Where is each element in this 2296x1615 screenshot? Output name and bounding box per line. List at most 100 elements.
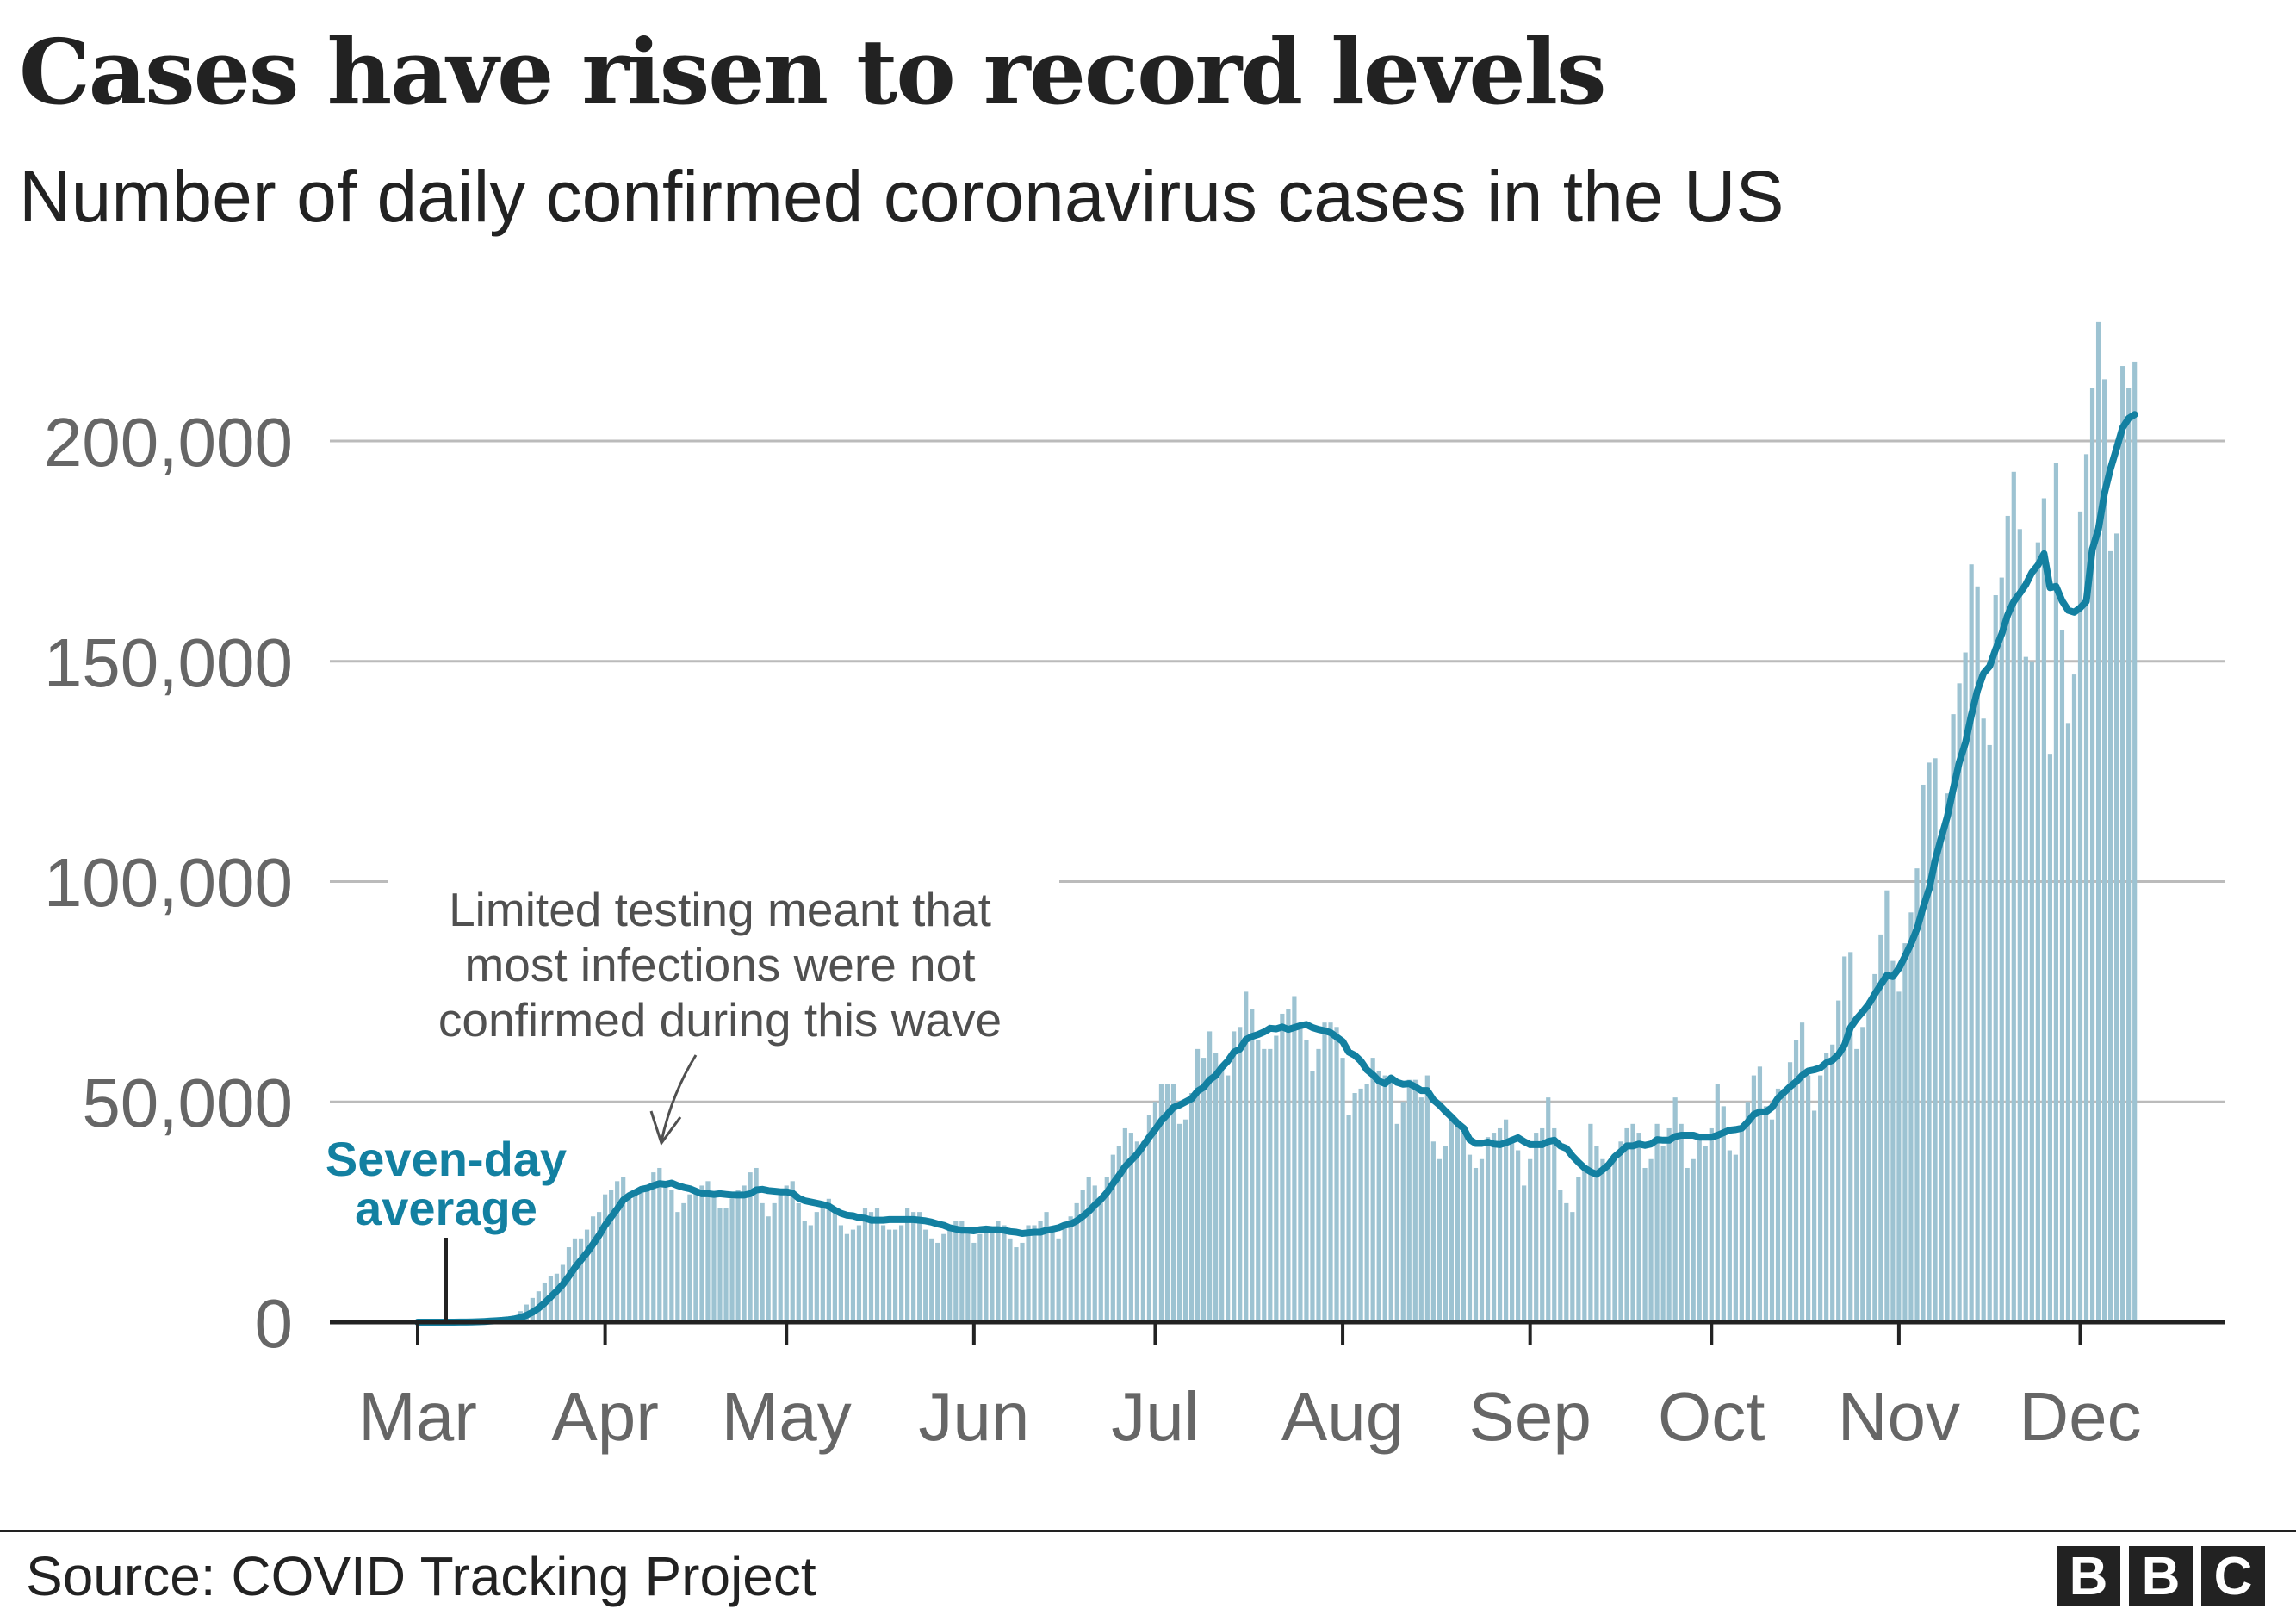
daily-bar bbox=[1128, 1133, 1133, 1322]
daily-bar bbox=[1799, 1022, 1805, 1322]
daily-bar bbox=[645, 1185, 650, 1322]
daily-bar bbox=[760, 1202, 765, 1322]
daily-bar bbox=[1274, 1035, 1279, 1322]
daily-bar bbox=[681, 1202, 686, 1322]
daily-bar bbox=[1158, 1084, 1164, 1322]
footer-divider bbox=[0, 1530, 2296, 1532]
daily-bar bbox=[1908, 912, 1914, 1322]
y-tick-label: 50,000 bbox=[82, 1065, 293, 1141]
daily-bar bbox=[1062, 1225, 1067, 1322]
chart-subtitle: Number of daily confirmed coronavirus ca… bbox=[19, 156, 1784, 237]
x-tick-label: Mar bbox=[358, 1378, 477, 1455]
daily-bar bbox=[554, 1273, 560, 1322]
x-tick-label: Nov bbox=[1838, 1378, 1960, 1455]
x-tick-label: Jul bbox=[1111, 1378, 1199, 1455]
daily-bar bbox=[663, 1181, 668, 1322]
daily-bar bbox=[2059, 630, 2065, 1322]
daily-bar bbox=[1534, 1133, 1539, 1322]
daily-bar bbox=[1286, 1009, 1291, 1322]
daily-bar bbox=[1787, 1062, 1793, 1322]
daily-bar bbox=[1292, 996, 1297, 1322]
daily-bar bbox=[1642, 1167, 1648, 1322]
daily-bar bbox=[850, 1229, 856, 1322]
daily-bar bbox=[892, 1229, 898, 1322]
daily-bar bbox=[1250, 1009, 1255, 1322]
daily-bar bbox=[584, 1229, 590, 1322]
daily-bar bbox=[1238, 1027, 1243, 1322]
daily-bar bbox=[1050, 1229, 1055, 1322]
daily-bar bbox=[1987, 744, 1992, 1322]
y-tick-label: 200,000 bbox=[44, 404, 293, 481]
average-label-line: average bbox=[355, 1181, 537, 1235]
daily-bar bbox=[1654, 1123, 1660, 1322]
daily-bar bbox=[1564, 1202, 1569, 1322]
annotation-line: Limited testing meant that bbox=[449, 883, 991, 936]
daily-bar bbox=[844, 1233, 850, 1322]
daily-bar bbox=[1334, 1027, 1339, 1322]
daily-bar bbox=[729, 1198, 735, 1322]
testing-annotation: Limited testing meant that most infectio… bbox=[438, 883, 1002, 1146]
daily-bar bbox=[790, 1181, 795, 1322]
daily-bar bbox=[2011, 471, 2016, 1322]
x-tick-label: Aug bbox=[1281, 1378, 1404, 1455]
daily-bar bbox=[959, 1221, 965, 1322]
daily-bar bbox=[2065, 723, 2071, 1322]
daily-bar bbox=[1298, 1027, 1303, 1322]
daily-bar bbox=[2089, 388, 2095, 1322]
x-tick-label: Apr bbox=[551, 1378, 659, 1455]
daily-bar bbox=[2132, 361, 2138, 1323]
daily-bars bbox=[457, 321, 2138, 1323]
annotation-background bbox=[388, 874, 1059, 1047]
daily-bar bbox=[814, 1212, 819, 1322]
daily-bar bbox=[1721, 1106, 1726, 1322]
x-tick-label: Sep bbox=[1469, 1378, 1592, 1455]
daily-bar bbox=[1443, 1146, 1448, 1322]
daily-bar bbox=[868, 1212, 874, 1322]
daily-bar bbox=[1394, 1123, 1399, 1322]
daily-bar bbox=[1818, 1075, 1823, 1322]
daily-bar bbox=[578, 1238, 584, 1322]
daily-bar bbox=[609, 1190, 614, 1322]
x-tick-label: Oct bbox=[1658, 1378, 1765, 1455]
daily-bar bbox=[639, 1190, 644, 1322]
daily-bar bbox=[1346, 1115, 1351, 1322]
daily-bar bbox=[1945, 793, 1950, 1322]
daily-bar bbox=[1491, 1133, 1497, 1322]
daily-bar bbox=[1074, 1202, 1079, 1322]
daily-bar bbox=[1146, 1115, 1152, 1322]
daily-bar bbox=[1110, 1154, 1115, 1322]
daily-bar bbox=[560, 1264, 566, 1322]
daily-bar bbox=[693, 1190, 698, 1322]
y-tick-label: 150,000 bbox=[44, 624, 293, 701]
daily-bar bbox=[669, 1190, 674, 1322]
daily-bar bbox=[572, 1238, 578, 1322]
daily-bar bbox=[1576, 1177, 1581, 1322]
daily-bar bbox=[1806, 1075, 1811, 1322]
daily-bar bbox=[2083, 454, 2089, 1322]
daily-bar bbox=[717, 1208, 723, 1322]
daily-bar bbox=[1134, 1141, 1139, 1322]
daily-bar bbox=[1745, 1102, 1750, 1322]
daily-bar bbox=[1709, 1127, 1714, 1322]
daily-bar bbox=[1400, 1102, 1406, 1322]
x-axis-ticks bbox=[416, 1322, 2082, 1345]
daily-bar bbox=[1540, 1127, 1545, 1322]
daily-bar bbox=[1727, 1150, 1732, 1322]
daily-bar bbox=[1418, 1097, 1424, 1322]
daily-bar bbox=[1860, 1027, 1865, 1322]
x-tick-label: Jun bbox=[918, 1378, 1029, 1455]
daily-bar bbox=[1836, 1000, 1841, 1322]
daily-bar bbox=[615, 1181, 620, 1322]
daily-bar bbox=[1510, 1137, 1515, 1322]
daily-bar bbox=[1008, 1238, 1013, 1322]
daily-bar bbox=[1933, 758, 1938, 1322]
daily-bar bbox=[911, 1212, 916, 1322]
daily-bar bbox=[2017, 529, 2022, 1322]
daily-bar bbox=[1902, 943, 1908, 1322]
y-tick-label: 0 bbox=[255, 1285, 294, 1362]
daily-bar bbox=[711, 1194, 717, 1322]
daily-bar bbox=[1316, 1048, 1321, 1322]
y-tick-label: 100,000 bbox=[44, 844, 293, 921]
daily-bar bbox=[1757, 1066, 1763, 1322]
daily-bar bbox=[1068, 1216, 1073, 1322]
